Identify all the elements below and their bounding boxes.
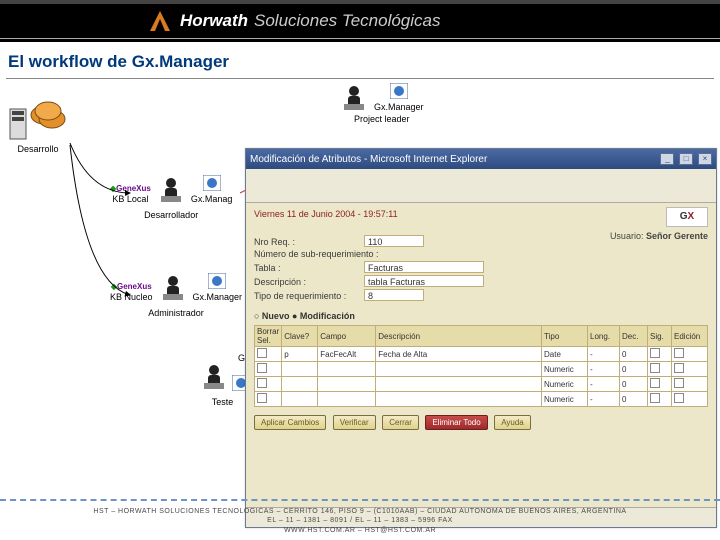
cell-ed[interactable] xyxy=(672,362,708,377)
brand-logo-icon xyxy=(150,11,170,31)
cell-tipo[interactable]: Numeric xyxy=(542,377,588,392)
field-tabla: Tabla :Facturas xyxy=(254,261,708,273)
nroreq-value: 110 xyxy=(364,235,424,247)
footer-line-1: HST – HORWATH SOLUCIONES TECNOLOGICAS – … xyxy=(8,507,712,517)
cell-campo[interactable] xyxy=(318,377,376,392)
gxmanager-right-label: Gx.Manager xyxy=(374,102,424,112)
gx-logo-icon: GX xyxy=(666,207,708,227)
verificar-button[interactable]: Verificar xyxy=(333,415,376,430)
tabla-value[interactable]: Facturas xyxy=(364,261,484,273)
page-footer: HST – HORWATH SOLUCIONES TECNOLOGICAS – … xyxy=(0,499,720,540)
cell-desc[interactable]: Fecha de Alta xyxy=(376,347,542,362)
cell-ed[interactable] xyxy=(672,377,708,392)
table-row[interactable]: Numeric-0 xyxy=(255,362,708,377)
cell-clave[interactable] xyxy=(282,377,318,392)
cell-dec[interactable]: 0 xyxy=(620,362,648,377)
row-checkbox[interactable] xyxy=(257,378,267,388)
attributes-grid: Borrar Sel. Clave? Campo Descripción Tip… xyxy=(254,325,708,407)
footer-line-3: WWW.HST.COM.AR – HST@HST.COM.AR xyxy=(8,526,712,536)
person-icon xyxy=(340,84,368,112)
browser-icon xyxy=(390,83,408,99)
title-underline xyxy=(6,78,714,79)
brand-name-1: Horwath xyxy=(180,11,248,31)
table-row[interactable]: pFacFecAltFecha de AltaDate-0 xyxy=(255,347,708,362)
project-leader-label: Project leader xyxy=(340,114,424,124)
table-row[interactable]: Numeric-0 xyxy=(255,392,708,407)
dialog-title-text: Modificación de Atributos - Microsoft In… xyxy=(250,154,487,165)
field-desc: Descripción :tabla Facturas xyxy=(254,275,708,287)
cell-tipo[interactable]: Numeric xyxy=(542,362,588,377)
col-dec[interactable]: Dec. xyxy=(620,326,648,347)
workflow-arrows xyxy=(0,83,250,443)
ie-dialog-window: Modificación de Atributos - Microsoft In… xyxy=(245,148,717,528)
cell-tipo[interactable]: Numeric xyxy=(542,392,588,407)
cell-sig[interactable] xyxy=(648,392,672,407)
cell-tipo[interactable]: Date xyxy=(542,347,588,362)
desc-value[interactable]: tabla Facturas xyxy=(364,275,484,287)
row-checkbox[interactable] xyxy=(257,363,267,373)
cell-campo[interactable]: FacFecAlt xyxy=(318,347,376,362)
aplicar-button[interactable]: Aplicar Cambios xyxy=(254,415,326,430)
grid-header-row: Borrar Sel. Clave? Campo Descripción Tip… xyxy=(255,326,708,347)
cell-dec[interactable]: 0 xyxy=(620,377,648,392)
cell-long[interactable]: - xyxy=(588,392,620,407)
cell-long[interactable]: - xyxy=(588,377,620,392)
header-top-line xyxy=(0,0,720,4)
brand-header: Horwath Soluciones Tecnológicas xyxy=(0,0,720,42)
field-tipo: Tipo de requerimiento :8 xyxy=(254,289,708,301)
ayuda-button[interactable]: Ayuda xyxy=(494,415,531,430)
cell-desc[interactable] xyxy=(376,377,542,392)
cell-clave[interactable] xyxy=(282,362,318,377)
col-tipo[interactable]: Tipo xyxy=(542,326,588,347)
row-checkbox[interactable] xyxy=(257,348,267,358)
dialog-user: Usuario: Señor Gerente xyxy=(610,231,708,241)
dialog-body: GX Viernes 11 de Junio 2004 - 19:57:11 U… xyxy=(246,203,716,507)
close-button[interactable]: × xyxy=(698,153,712,165)
dialog-button-row: Aplicar Cambios Verificar Cerrar Elimina… xyxy=(254,415,708,430)
cell-clave[interactable] xyxy=(282,392,318,407)
cell-campo[interactable] xyxy=(318,392,376,407)
dialog-titlebar[interactable]: Modificación de Atributos - Microsoft In… xyxy=(246,149,716,169)
col-desc[interactable]: Descripción xyxy=(376,326,542,347)
cerrar-button[interactable]: Cerrar xyxy=(382,415,419,430)
dialog-date: Viernes 11 de Junio 2004 - 19:57:11 xyxy=(254,209,708,219)
cell-campo[interactable] xyxy=(318,362,376,377)
page-title: El workflow de Gx.Manager xyxy=(0,42,720,78)
footer-line-2: EL – 11 – 1381 – 8091 / EL – 11 – 1383 –… xyxy=(8,516,712,526)
col-clave[interactable]: Clave? xyxy=(282,326,318,347)
col-ed[interactable]: Edición xyxy=(672,326,708,347)
field-nrosub: Número de sub-requerimiento : xyxy=(254,249,708,259)
cell-ed[interactable] xyxy=(672,347,708,362)
cell-sig[interactable] xyxy=(648,347,672,362)
cell-desc[interactable] xyxy=(376,392,542,407)
cell-sig[interactable] xyxy=(648,362,672,377)
table-row[interactable]: Numeric-0 xyxy=(255,377,708,392)
window-controls: _ □ × xyxy=(658,153,712,165)
role-project-leader: Gx.Manager Project leader xyxy=(340,83,424,124)
tipo-value: 8 xyxy=(364,289,424,301)
col-campo[interactable]: Campo xyxy=(318,326,376,347)
cell-long[interactable]: - xyxy=(588,347,620,362)
dialog-toolbar xyxy=(246,169,716,203)
col-borrar[interactable]: Borrar Sel. xyxy=(255,326,282,347)
eliminar-button[interactable]: Eliminar Todo xyxy=(425,415,487,430)
cell-long[interactable]: - xyxy=(588,362,620,377)
minimize-button[interactable]: _ xyxy=(660,153,674,165)
col-sig[interactable]: Sig. xyxy=(648,326,672,347)
brand-name-2: Soluciones Tecnológicas xyxy=(254,11,441,31)
cell-sig[interactable] xyxy=(648,377,672,392)
cell-clave[interactable]: p xyxy=(282,347,318,362)
cell-ed[interactable] xyxy=(672,392,708,407)
radio-subheading[interactable]: ○ Nuevo ● Modificación xyxy=(254,311,708,321)
header-bottom-line xyxy=(0,38,720,39)
maximize-button[interactable]: □ xyxy=(679,153,693,165)
cell-desc[interactable] xyxy=(376,362,542,377)
cell-dec[interactable]: 0 xyxy=(620,347,648,362)
row-checkbox[interactable] xyxy=(257,393,267,403)
workflow-diagram: Desarrollo ◆GeneXus KB Local Gx.Manag De… xyxy=(0,83,720,493)
cell-dec[interactable]: 0 xyxy=(620,392,648,407)
col-long[interactable]: Long. xyxy=(588,326,620,347)
